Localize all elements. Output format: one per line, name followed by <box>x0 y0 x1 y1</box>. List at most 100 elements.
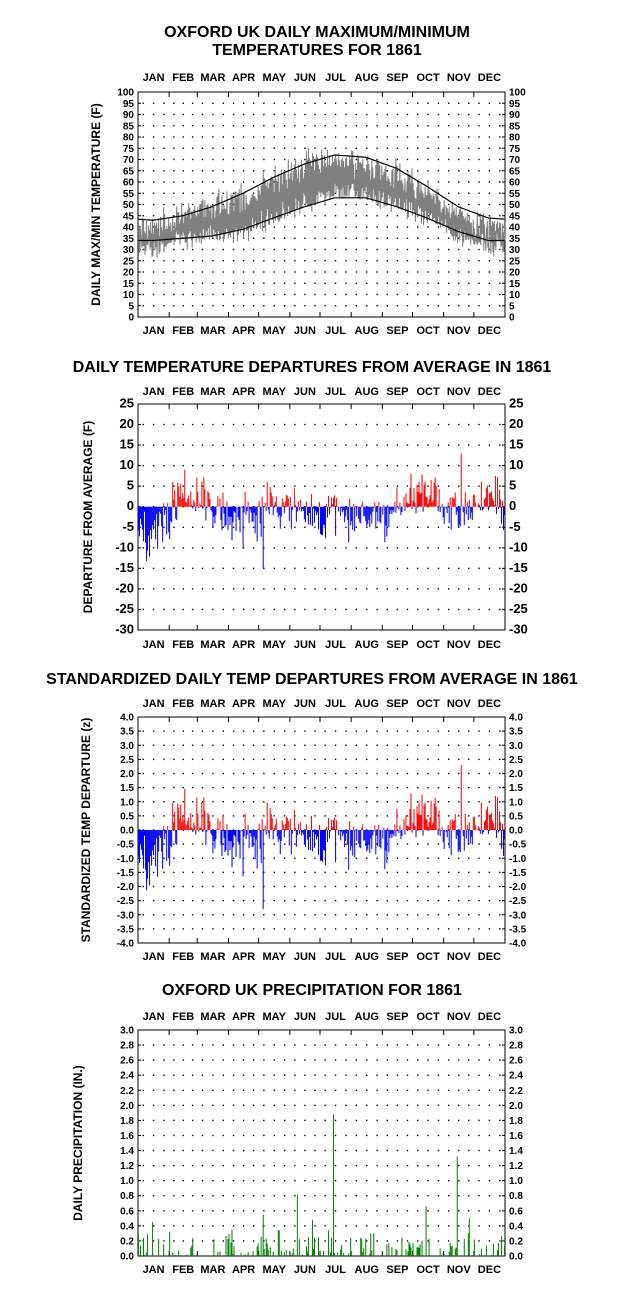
standardized-bar <box>231 830 233 868</box>
grid-dot <box>152 885 155 888</box>
month-label-bottom: MAR <box>200 1264 225 1276</box>
departure-bar <box>423 484 425 507</box>
grid-dot <box>294 772 296 775</box>
departure-bar <box>306 506 308 516</box>
grid-dot <box>242 170 245 172</box>
departure-bar <box>163 503 165 507</box>
standardized-bar <box>417 813 419 830</box>
grid-dot <box>488 772 491 775</box>
precip-bar <box>500 1236 502 1256</box>
grid-dot <box>294 744 296 746</box>
precip-bar <box>143 1237 145 1256</box>
precip-bar <box>277 1230 279 1256</box>
grid-dot <box>252 547 255 549</box>
grid-dot <box>416 1119 419 1122</box>
grid-dot <box>488 506 491 508</box>
grid-dot <box>294 102 296 104</box>
grid-dot <box>173 444 175 446</box>
grid-dot <box>191 293 194 296</box>
grid-dot <box>396 125 399 127</box>
standardized-bar <box>261 819 263 830</box>
grid-dot <box>263 158 265 161</box>
standardized-bar <box>419 815 421 830</box>
grid-dot <box>416 102 419 104</box>
standardized-bar <box>406 825 408 830</box>
grid-dot <box>478 1240 480 1242</box>
grid-dot <box>406 237 409 239</box>
grid-dot <box>201 1240 204 1242</box>
precip-bar <box>202 1255 204 1256</box>
grid-dot <box>468 1059 470 1061</box>
grid-dot <box>263 444 265 446</box>
chart-panel-3: -4.0 -4.0-3.5 -3.5-3.0 -3.0-2.5 -2.5-2.0 -2.0… <box>79 698 527 963</box>
grid-dot <box>458 1074 460 1076</box>
grid-dot <box>182 1089 184 1091</box>
standardized-bar <box>346 830 348 834</box>
standardized-bar <box>439 830 441 836</box>
departure-bar <box>264 503 266 507</box>
grid-dot <box>499 758 501 761</box>
standardized-bar <box>151 830 153 866</box>
grid-dot <box>314 1225 316 1227</box>
grid-dot <box>263 1074 265 1076</box>
precip-bar <box>292 1248 294 1256</box>
grid-dot <box>252 170 255 172</box>
grid-dot <box>294 857 296 859</box>
grid-dot <box>191 1074 194 1076</box>
grid-dot <box>458 293 460 296</box>
grid-dot <box>355 871 358 874</box>
grid-dot <box>273 1164 275 1167</box>
month-label-bottom: DEC <box>478 1264 501 1276</box>
grid-dot <box>242 1195 245 1197</box>
grid-dot <box>273 567 275 570</box>
grid-dot <box>396 758 399 761</box>
departure-bar <box>256 506 258 542</box>
grid-dot <box>355 271 358 273</box>
grid-dot <box>427 158 429 161</box>
grid-dot <box>173 1164 175 1167</box>
grid-dot <box>314 730 316 732</box>
month-label-top: MAR <box>200 1011 225 1023</box>
grid-dot <box>334 1104 337 1107</box>
grid-dot <box>355 1179 358 1182</box>
grid-dot <box>324 305 326 307</box>
grid-dot <box>468 248 470 251</box>
grid-dot <box>386 1210 389 1212</box>
departure-bar <box>342 506 344 513</box>
grid-dot <box>304 158 306 161</box>
month-label-top: JUL <box>325 1011 346 1023</box>
grid-dot <box>152 158 155 161</box>
grid-dot <box>283 899 286 902</box>
standardized-bar <box>416 806 418 830</box>
departure-bar <box>307 506 309 525</box>
grid-dot <box>142 730 144 732</box>
grid-dot <box>324 1225 326 1227</box>
grid-dot <box>406 293 409 296</box>
grid-dot <box>173 1240 175 1242</box>
grid-dot <box>345 885 347 888</box>
grid-dot <box>182 885 184 888</box>
departure-bar <box>174 490 176 507</box>
grid-dot <box>355 293 358 296</box>
grid-dot <box>366 1119 368 1122</box>
grid-dot <box>142 260 144 262</box>
y-tick-label-right: 10 <box>509 290 521 301</box>
standardized-bar <box>426 819 428 830</box>
standardized-bar <box>189 828 191 830</box>
grid-dot <box>458 928 460 930</box>
grid-dot <box>163 444 165 446</box>
grid-dot <box>437 305 440 307</box>
grid-dot <box>273 1074 275 1076</box>
grid-dot <box>283 608 286 611</box>
y-tick-label-left: 2.4 <box>120 1071 134 1082</box>
grid-dot <box>427 744 429 746</box>
grid-dot <box>263 547 265 549</box>
grid-dot <box>152 113 155 116</box>
grid-dot <box>499 786 501 789</box>
grid-dot <box>386 588 389 590</box>
grid-dot <box>212 547 214 549</box>
grid-dot <box>232 885 235 888</box>
standardized-bar <box>307 830 309 850</box>
y-tick-label-left: -0.5 <box>117 840 135 851</box>
grid-dot <box>468 885 470 888</box>
